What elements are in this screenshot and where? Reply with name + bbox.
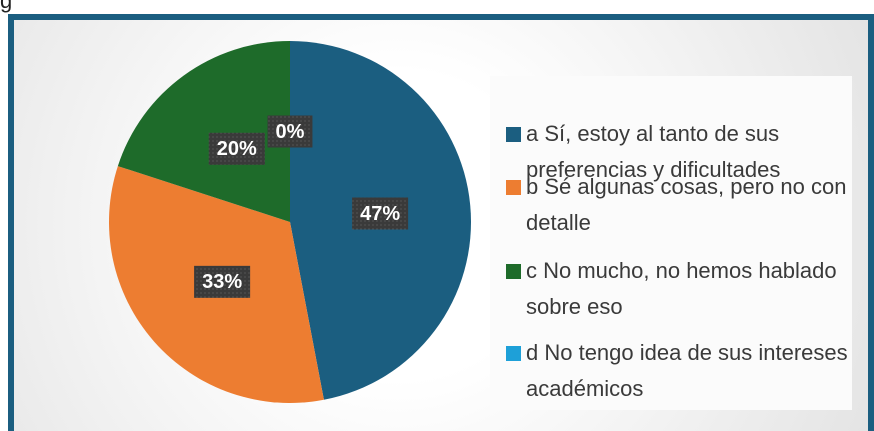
legend-swatch (506, 180, 521, 195)
data-label: 47% (352, 197, 409, 230)
legend-item: d No tengo idea de sus intereses académi… (506, 335, 856, 407)
data-label-text: 0% (276, 121, 305, 143)
data-label-box (352, 197, 409, 230)
data-label-text: 20% (217, 138, 257, 160)
data-label-box (267, 115, 313, 148)
legend-label: d No tengo idea de sus intereses académi… (526, 340, 848, 401)
legend-item: c No mucho, no hemos hablado sobre eso (506, 253, 856, 325)
legend-swatch (506, 346, 521, 361)
legend-item: a Sí, estoy al tanto de sus preferencias… (506, 116, 856, 188)
legend-label: b Sé algunas cosas, pero no con detalle (526, 174, 847, 235)
data-label: 33% (194, 265, 251, 298)
legend-swatch (506, 127, 521, 142)
data-label-box (208, 132, 265, 165)
legend-item: b Sé algunas cosas, pero no con detalle (506, 169, 856, 241)
legend-label: a Sí, estoy al tanto de sus preferencias… (526, 121, 781, 182)
data-label-text: 47% (360, 203, 400, 225)
data-label: 0% (267, 115, 313, 148)
legend-swatch (506, 264, 521, 279)
data-label-text: 33% (202, 271, 242, 293)
data-label: 20% (208, 132, 265, 165)
pie-slice (117, 41, 291, 222)
legend: a Sí, estoy al tanto de sus preferencias… (490, 76, 852, 410)
cut-text: g (0, 0, 13, 13)
legend-label: c No mucho, no hemos hablado sobre eso (526, 258, 837, 319)
data-label-box (194, 265, 251, 298)
